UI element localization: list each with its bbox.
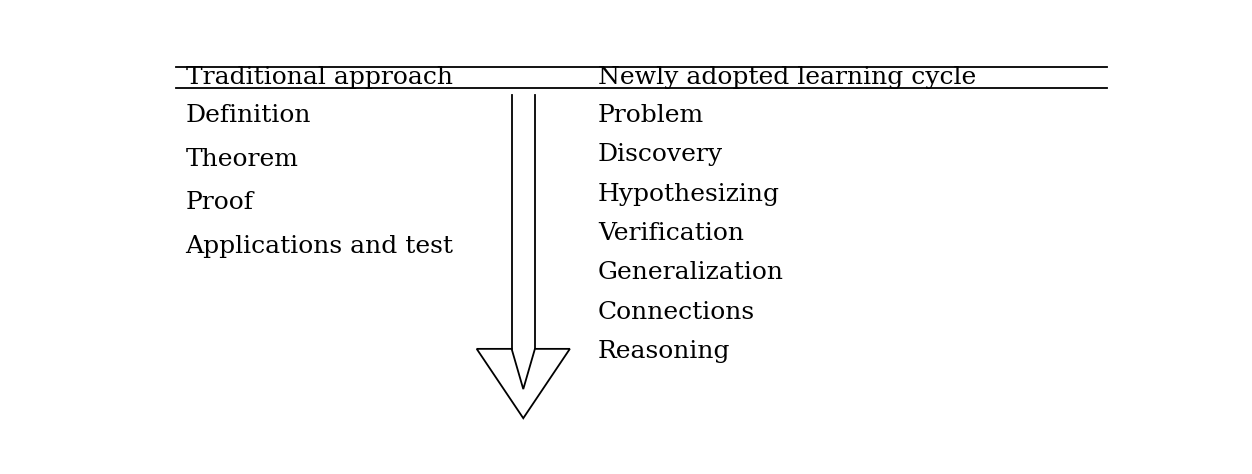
Text: Newly adopted learning cycle: Newly adopted learning cycle [598,66,977,89]
Text: Proof: Proof [185,191,254,214]
Text: Connections: Connections [598,301,755,324]
Text: Applications and test: Applications and test [185,235,453,258]
Text: Reasoning: Reasoning [598,340,730,363]
Text: Generalization: Generalization [598,262,784,284]
Text: Definition: Definition [185,104,310,127]
Text: Hypothesizing: Hypothesizing [598,182,780,206]
Text: Traditional approach: Traditional approach [185,66,453,89]
Text: Verification: Verification [598,222,744,245]
Text: Problem: Problem [598,104,704,127]
Text: Discovery: Discovery [598,143,724,166]
Text: Theorem: Theorem [185,147,298,171]
Polygon shape [477,349,570,418]
